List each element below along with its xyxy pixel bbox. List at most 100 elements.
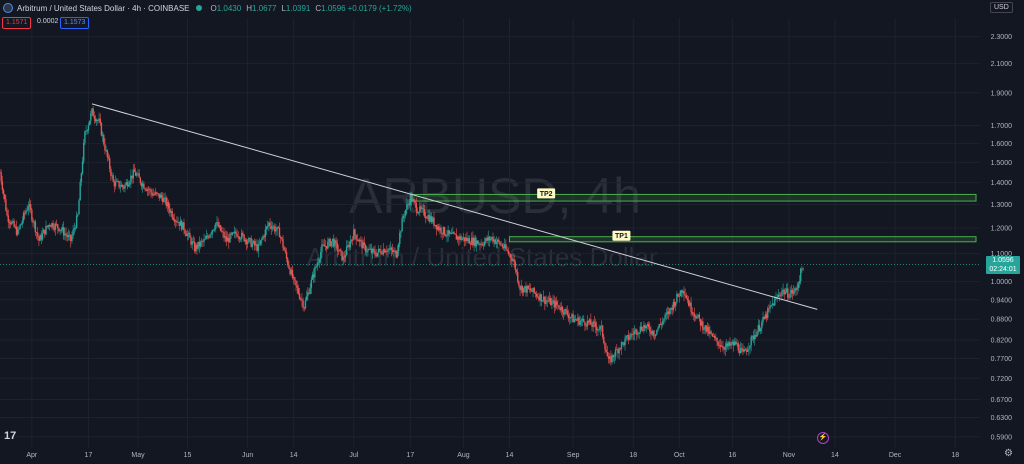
candle-body <box>489 238 492 241</box>
candle-body <box>759 328 762 332</box>
candle-body <box>132 169 134 179</box>
candle-body <box>650 331 652 335</box>
candle-body <box>387 249 389 252</box>
candle-body <box>68 234 71 236</box>
candle-body <box>119 186 121 188</box>
candle-body <box>281 237 283 240</box>
target-zone[interactable] <box>508 236 977 243</box>
candle-body <box>218 225 221 227</box>
candle-body <box>81 161 84 174</box>
candle-body <box>217 222 219 227</box>
candle-body <box>678 296 680 297</box>
candle-body <box>625 336 627 339</box>
candle-body <box>686 298 689 301</box>
candle-body <box>502 246 505 249</box>
candle-body <box>156 192 158 194</box>
y-tick-label: 0.6300 <box>991 415 1013 422</box>
sell-button[interactable]: 1.1571 <box>2 17 32 29</box>
candle-body <box>59 229 61 232</box>
flash-icon[interactable]: ⚡ <box>817 432 829 444</box>
candle-body <box>252 241 255 244</box>
x-tick-label: 17 <box>85 452 93 459</box>
candle-body <box>524 286 526 288</box>
candle-body <box>509 254 512 258</box>
candle-body <box>767 308 769 319</box>
candle-body <box>445 234 447 237</box>
ohlc-value: 1.0391 <box>285 3 311 13</box>
candle-body <box>743 349 745 352</box>
candle-body <box>752 335 755 340</box>
candle-body <box>458 236 460 240</box>
candle-body <box>468 238 471 244</box>
candle-body <box>794 288 796 292</box>
gear-icon[interactable]: ⚙ <box>1004 448 1013 459</box>
candle-body <box>31 209 33 221</box>
candle-body <box>434 224 436 226</box>
candle-body <box>596 326 598 331</box>
bar-countdown: 02:24:01 <box>989 265 1017 273</box>
candle-body <box>224 236 226 238</box>
candle-body <box>506 249 508 251</box>
candle-body <box>428 215 430 222</box>
candle-body <box>586 320 588 327</box>
candle-body <box>153 194 156 195</box>
candle-body <box>573 319 576 323</box>
y-tick-label: 2.3000 <box>991 34 1013 41</box>
candle-body <box>401 218 403 232</box>
candle-body <box>575 319 578 321</box>
candle-body <box>563 312 565 315</box>
candle-body <box>255 244 257 246</box>
trendline[interactable] <box>91 103 818 310</box>
candle-body <box>762 317 764 322</box>
x-tick-label: Apr <box>26 452 38 459</box>
buy-button[interactable]: 1.1573 <box>60 17 90 29</box>
candle-body <box>481 243 484 245</box>
candle-body <box>312 274 315 278</box>
candle-body <box>415 203 417 212</box>
candle-body <box>591 324 593 327</box>
candle-body <box>239 238 242 240</box>
candle-body <box>561 306 564 313</box>
candle-body <box>285 252 288 259</box>
candle-body <box>598 329 600 331</box>
symbol-title[interactable]: Arbitrum / United States Dollar · 4h · C… <box>17 3 190 13</box>
tradingview-logo-icon[interactable]: 17 <box>4 430 17 442</box>
candle-body <box>593 321 596 323</box>
candle-body <box>776 297 778 298</box>
candle-body <box>597 329 599 331</box>
candle-body <box>371 248 374 253</box>
candle-body <box>356 239 359 241</box>
candle-body <box>47 225 50 227</box>
candle-body <box>344 255 347 258</box>
candle-body <box>265 226 268 230</box>
candle-body <box>320 252 322 260</box>
candle-body <box>321 244 323 253</box>
candle-body <box>39 235 41 241</box>
candle-body <box>640 326 643 331</box>
currency-selector[interactable]: USD <box>990 2 1013 13</box>
watermark-symbol: ARBUSD, 4h <box>349 168 641 224</box>
target-label: TP1 <box>615 233 628 240</box>
candle-body <box>456 236 459 240</box>
candle-body <box>114 181 117 187</box>
y-tick-label: 1.6000 <box>991 141 1013 148</box>
candle-body <box>546 300 548 302</box>
candle-body <box>634 329 637 332</box>
candle-body <box>120 184 123 187</box>
candle-body <box>159 194 162 199</box>
candle-body <box>330 241 333 247</box>
candle-body <box>603 336 605 343</box>
candle-body <box>421 208 423 210</box>
candle-body <box>325 246 328 249</box>
candle-body <box>349 240 351 248</box>
candle-body <box>353 229 355 241</box>
candle-body <box>511 257 513 261</box>
candle-body <box>513 259 515 262</box>
candle-body <box>216 222 218 224</box>
candle-body <box>697 314 699 317</box>
candle-body <box>713 335 716 339</box>
candle-body <box>246 241 249 245</box>
target-zone[interactable] <box>409 193 977 202</box>
candle-body <box>749 345 751 349</box>
